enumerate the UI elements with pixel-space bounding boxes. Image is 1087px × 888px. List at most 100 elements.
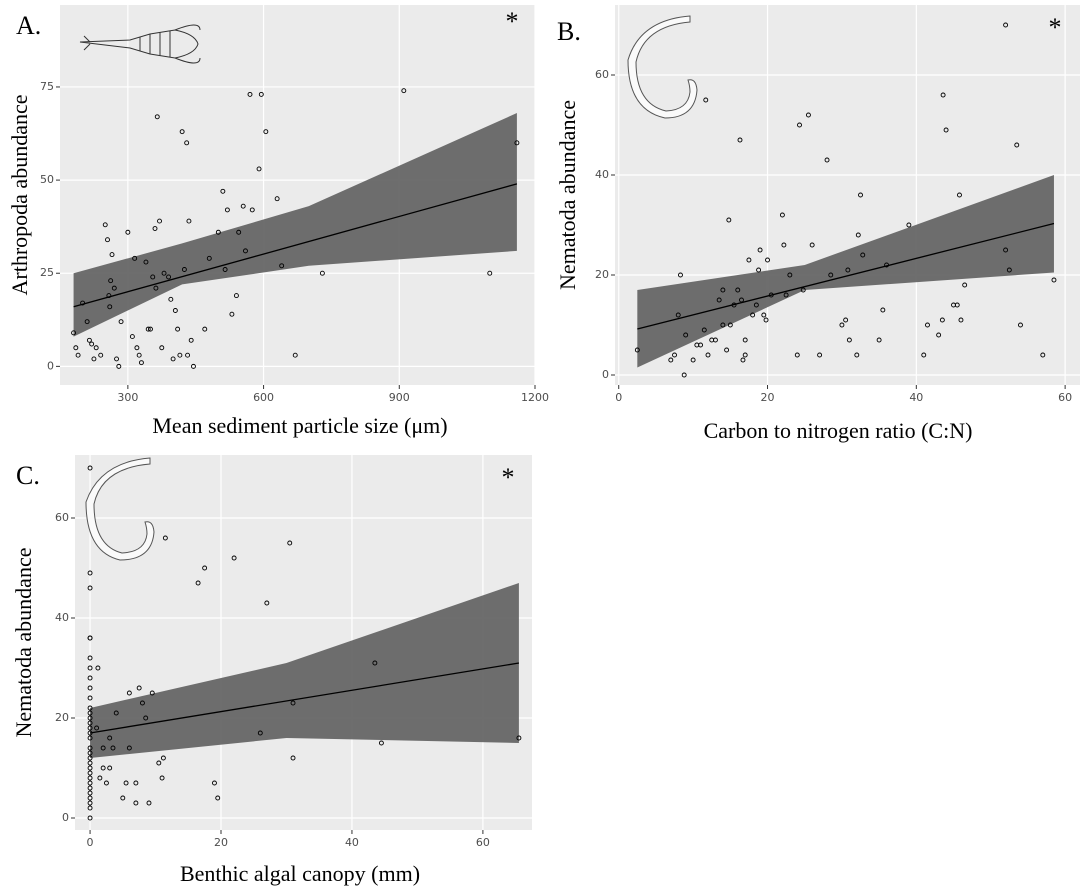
data-point: [87, 675, 93, 681]
data-point: [783, 292, 789, 298]
data-point: [103, 780, 109, 786]
panel-label: A.: [16, 11, 41, 40]
data-point: [765, 257, 770, 263]
panel-label: B.: [557, 17, 581, 46]
data-point: [87, 715, 93, 721]
significance-mark: *: [506, 7, 519, 36]
data-point: [87, 570, 93, 576]
data-point: [152, 226, 158, 231]
data-point: [87, 775, 93, 781]
x-tick-label: 600: [253, 391, 274, 404]
data-point: [161, 270, 167, 276]
x-tick-label: 60: [1058, 391, 1072, 404]
data-point: [817, 352, 823, 358]
data-point: [102, 222, 108, 228]
data-point: [1014, 142, 1020, 148]
data-point: [761, 312, 767, 318]
data-point: [880, 307, 886, 313]
data-point: [75, 352, 81, 358]
data-point: [279, 263, 285, 269]
data-point: [120, 795, 126, 801]
x-axis-label: Carbon to nitrogen ratio (C:N): [704, 418, 973, 443]
data-point: [756, 267, 762, 273]
data-point: [487, 270, 493, 276]
data-point: [828, 272, 834, 278]
data-point: [89, 341, 95, 347]
data-point: [202, 326, 208, 332]
x-tick-label: 1200: [521, 391, 549, 404]
y-tick-label: 50: [40, 173, 54, 186]
data-point: [108, 278, 114, 284]
data-point: [133, 780, 139, 786]
data-point: [136, 685, 142, 691]
data-point: [943, 127, 949, 133]
data-point: [126, 690, 132, 696]
data-point: [855, 232, 861, 238]
data-point: [87, 665, 93, 671]
data-point: [263, 129, 269, 135]
fit-line: [73, 183, 518, 308]
data-point: [287, 540, 293, 546]
data-point: [742, 337, 748, 343]
data-point: [106, 293, 112, 299]
data-point: [742, 352, 748, 358]
data-point: [215, 229, 221, 235]
data-point: [87, 720, 93, 726]
data-point: [175, 326, 181, 332]
data-point: [705, 352, 711, 358]
data-point: [87, 745, 93, 751]
data-point: [95, 665, 101, 671]
data-point: [845, 267, 851, 273]
x-tick-label: 300: [117, 391, 138, 404]
fit-line: [637, 222, 1055, 330]
data-point: [170, 356, 176, 362]
data-point: [87, 800, 93, 806]
data-point: [73, 345, 79, 351]
data-point: [166, 274, 172, 280]
data-point: [290, 755, 296, 761]
data-point: [249, 207, 255, 213]
data-point: [129, 334, 135, 340]
panel-label: C.: [16, 461, 40, 490]
data-point: [134, 345, 140, 351]
data-point: [87, 785, 93, 791]
data-point: [290, 700, 296, 706]
data-point: [1006, 267, 1012, 273]
data-point: [936, 332, 942, 338]
data-point: [111, 285, 117, 291]
data-point: [125, 229, 131, 235]
data-point: [727, 322, 733, 328]
data-point: [202, 565, 208, 571]
data-point: [87, 695, 93, 701]
data-point: [319, 270, 325, 276]
data-point: [107, 735, 113, 741]
data-point: [958, 317, 964, 323]
data-point: [1051, 277, 1057, 283]
data-point: [143, 715, 149, 721]
data-point: [846, 337, 852, 343]
data-point: [132, 255, 138, 261]
data-point: [87, 790, 93, 796]
data-point: [243, 248, 248, 254]
data-point: [737, 137, 743, 143]
data-point: [800, 287, 806, 293]
data-point: [739, 297, 744, 303]
data-point: [87, 765, 93, 771]
data-point: [731, 302, 737, 308]
data-point: [858, 192, 863, 198]
data-point: [794, 352, 800, 358]
data-point: [87, 585, 93, 591]
data-point: [168, 296, 174, 302]
data-point: [191, 363, 196, 369]
data-point: [212, 780, 217, 786]
data-point: [160, 755, 166, 761]
y-tick-label: 60: [595, 68, 609, 81]
data-point: [206, 255, 212, 261]
data-point: [264, 600, 270, 606]
data-point: [91, 356, 97, 362]
y-tick-label: 40: [55, 611, 69, 624]
data-point: [145, 326, 151, 332]
data-point: [1003, 22, 1009, 28]
x-tick-label: 40: [345, 836, 359, 849]
